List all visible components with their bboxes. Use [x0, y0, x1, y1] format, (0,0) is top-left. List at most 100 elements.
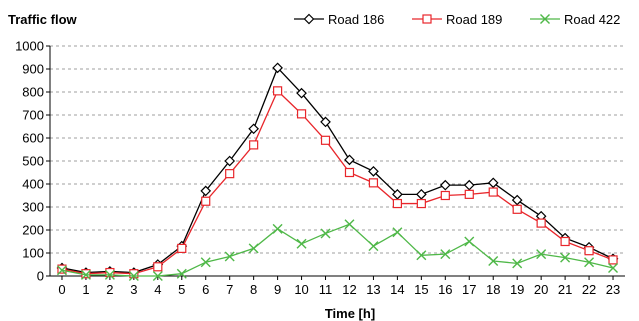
point-road-422-17-b	[464, 236, 475, 247]
point-road-422-23	[608, 262, 619, 273]
y-tick-label-1000: 1000	[15, 39, 44, 54]
point-road-189-7	[225, 169, 235, 179]
legend-label-road-189: Road 189	[446, 12, 502, 27]
point-road-422-11	[320, 228, 331, 239]
point-road-186-13	[368, 166, 379, 177]
point-road-422-4	[152, 271, 163, 281]
point-road-186-9	[272, 62, 283, 74]
y-tick-label-300: 300	[22, 200, 44, 215]
point-road-189-5	[177, 243, 187, 253]
point-road-186-16	[439, 179, 451, 191]
x-tick-label-15: 15	[414, 282, 428, 297]
x-tick-label-18: 18	[486, 282, 500, 297]
point-road-422-0	[56, 265, 67, 276]
point-road-422-14	[392, 227, 403, 238]
point-road-422-20	[536, 249, 547, 260]
point-road-422-19	[512, 258, 523, 269]
point-road-422-4-b	[152, 271, 163, 281]
point-road-186-19	[511, 194, 523, 206]
series-line-road-186	[61, 66, 614, 274]
point-road-189-3	[129, 269, 139, 279]
point-road-422-6-b	[200, 257, 211, 268]
point-road-422-6	[200, 257, 211, 268]
x-tick-label-12: 12	[342, 282, 356, 297]
point-road-422-23-b	[608, 262, 619, 273]
y-tick-label-100: 100	[22, 246, 44, 261]
legend-marker-road-422-b	[540, 14, 550, 24]
x-tick-label-9: 9	[274, 282, 281, 297]
point-road-422-21	[560, 252, 571, 263]
x-tick-label-6: 6	[202, 282, 209, 297]
legend-marker-road-186	[303, 13, 315, 25]
y-tick-label-900: 900	[22, 62, 44, 77]
x-tick-label-14: 14	[390, 282, 404, 297]
point-road-186-12	[344, 154, 355, 166]
point-road-422-20-b	[536, 249, 547, 260]
point-road-422-10	[296, 238, 307, 249]
x-tick-label-0: 0	[58, 282, 65, 297]
point-road-422-8	[248, 243, 259, 254]
x-tick-label-16: 16	[438, 282, 452, 297]
x-tick-label-17: 17	[462, 282, 476, 297]
point-road-422-16	[440, 249, 451, 260]
point-road-422-3-b	[128, 271, 139, 281]
y-tick-label-700: 700	[22, 108, 44, 123]
point-road-189-20	[536, 218, 546, 228]
point-road-422-12-b	[344, 219, 355, 230]
x-tick-label-8: 8	[250, 282, 257, 297]
point-road-422-21-b	[560, 252, 571, 263]
point-road-189-11	[320, 135, 331, 145]
series-road-186	[56, 62, 619, 278]
x-tick-label-5: 5	[178, 282, 185, 297]
point-road-189-13	[368, 178, 379, 188]
legend-label-road-422: Road 422	[564, 12, 620, 27]
x-tick-label-22: 22	[582, 282, 596, 297]
y-tick-label-800: 800	[22, 85, 44, 100]
point-road-422-22-b	[584, 257, 595, 268]
point-road-422-9-b	[272, 223, 283, 234]
point-road-186-15	[416, 189, 427, 200]
x-tick-label-4: 4	[154, 282, 161, 297]
point-road-189-22	[584, 246, 594, 256]
point-road-189-4	[153, 262, 163, 272]
y-tick-label-500: 500	[22, 154, 44, 169]
y-tick-label-0: 0	[37, 269, 44, 284]
point-road-189-8	[249, 140, 259, 150]
series-road-422	[56, 219, 619, 281]
point-road-189-9	[273, 86, 283, 96]
point-road-186-17	[463, 179, 475, 191]
point-road-422-10-b	[296, 238, 307, 249]
point-road-422-7	[224, 251, 235, 262]
point-road-189-0	[57, 264, 67, 274]
point-road-422-1-b	[80, 269, 91, 280]
x-tick-label-13: 13	[366, 282, 380, 297]
point-road-186-14	[392, 189, 403, 200]
point-road-422-22	[584, 257, 595, 268]
point-road-422-13-b	[368, 241, 379, 252]
point-road-422-15	[416, 250, 427, 261]
point-road-189-2	[105, 267, 115, 278]
point-road-422-18	[488, 256, 499, 267]
point-road-189-23	[608, 255, 618, 265]
x-tick-label-1: 1	[82, 282, 89, 297]
point-road-189-16	[440, 190, 450, 201]
point-road-189-19	[512, 204, 522, 214]
point-road-189-6	[201, 196, 211, 206]
point-road-422-5-b	[176, 268, 187, 279]
point-road-422-16-b	[440, 249, 451, 260]
point-road-189-12	[344, 167, 355, 178]
point-road-422-15-b	[416, 250, 427, 261]
series-line-road-422	[61, 223, 614, 277]
point-road-422-1	[80, 269, 91, 280]
point-road-186-10	[296, 87, 307, 99]
point-road-422-19-b	[512, 258, 523, 269]
point-road-422-18-b	[488, 256, 499, 267]
point-road-189-15	[416, 198, 426, 209]
point-road-189-18	[488, 187, 498, 197]
series-layer	[56, 62, 619, 281]
series-road-189	[57, 86, 618, 279]
x-tick-label-3: 3	[130, 282, 137, 297]
legend-item-road-422: Road 422	[530, 12, 620, 27]
